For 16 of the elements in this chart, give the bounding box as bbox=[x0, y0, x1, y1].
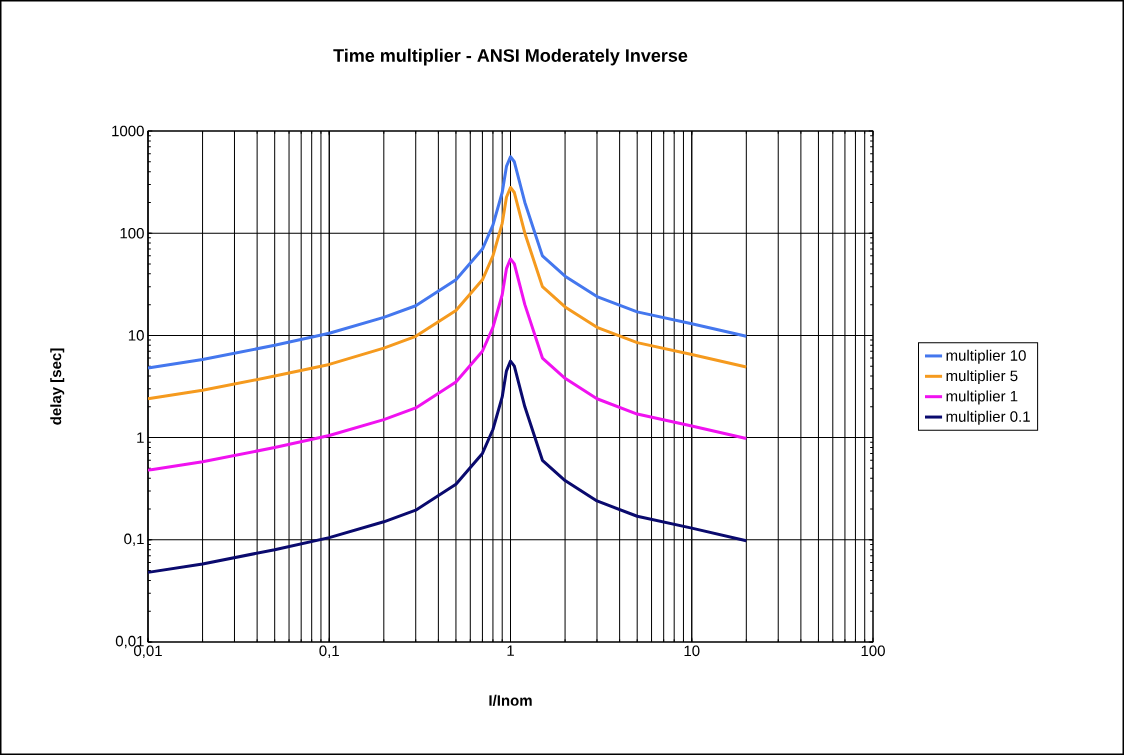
legend-label: multiplier 0.1 bbox=[946, 410, 1030, 425]
y-tick-label: 1 bbox=[137, 432, 144, 443]
x-axis-title: I/Inom bbox=[489, 694, 532, 706]
x-tick-label: 1 bbox=[507, 645, 514, 656]
x-tick-label: 0,1 bbox=[319, 645, 339, 658]
x-tick-label: 10 bbox=[684, 645, 700, 657]
x-tick-label: 100 bbox=[861, 645, 885, 657]
legend-label: multiplier 1 bbox=[946, 390, 1018, 405]
y-tick-label: 1000 bbox=[112, 125, 144, 137]
legend-label: multiplier 10 bbox=[946, 349, 1026, 364]
legend-label: multiplier 5 bbox=[946, 370, 1018, 385]
y-axis-title: delay [sec] bbox=[50, 348, 65, 425]
y-tick-label: 0,1 bbox=[124, 533, 144, 546]
y-tick-label: 10 bbox=[128, 330, 144, 341]
y-tick-label: 100 bbox=[120, 227, 144, 239]
chart-title: Time multiplier - ANSI Moderately Inverse bbox=[333, 48, 688, 66]
